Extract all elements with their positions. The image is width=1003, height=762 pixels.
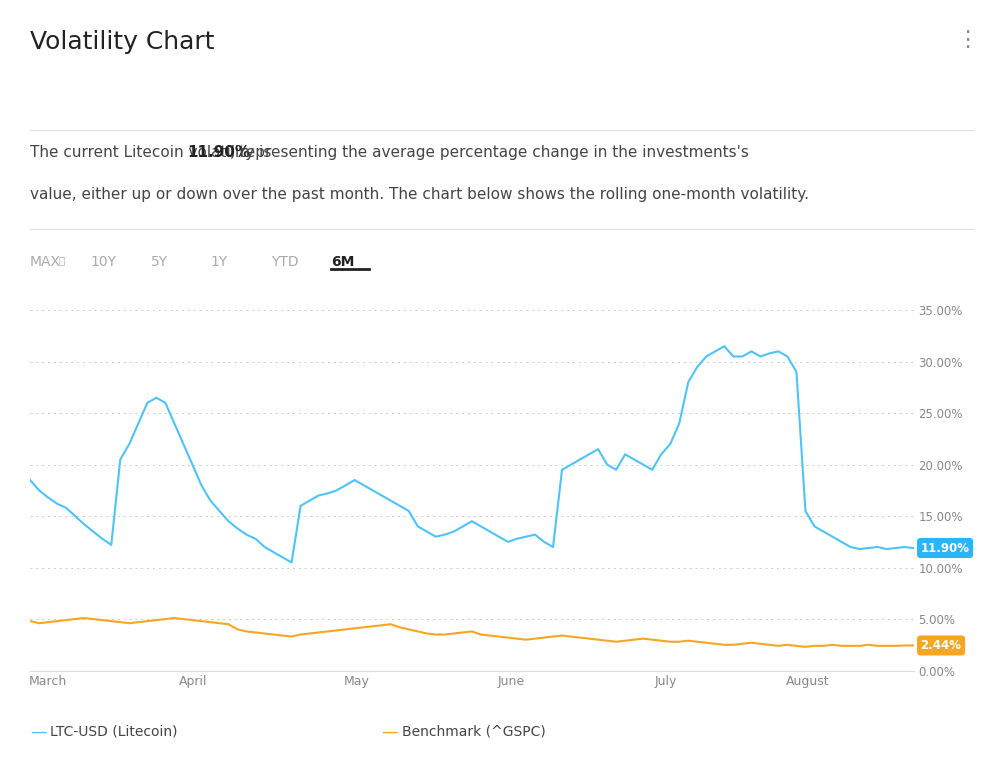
Text: LTC-USD (Litecoin): LTC-USD (Litecoin) — [50, 725, 178, 738]
Text: 5Y: 5Y — [150, 255, 168, 269]
Text: 1Y: 1Y — [211, 255, 228, 269]
Text: MAX: MAX — [30, 255, 61, 269]
Text: 🔒: 🔒 — [58, 255, 64, 265]
Text: YTD: YTD — [271, 255, 299, 269]
Text: Benchmark (^GSPC): Benchmark (^GSPC) — [401, 725, 545, 738]
Text: Volatility Chart: Volatility Chart — [30, 30, 215, 54]
Text: 10Y: 10Y — [90, 255, 116, 269]
Text: value, either up or down over the past month. The chart below shows the rolling : value, either up or down over the past m… — [30, 187, 808, 202]
Text: , representing the average percentage change in the investments's: , representing the average percentage ch… — [230, 145, 748, 160]
Text: 11.90%: 11.90% — [188, 145, 251, 160]
Text: —: — — [381, 722, 398, 741]
Text: ⋮: ⋮ — [955, 30, 977, 50]
Text: 11.90%: 11.90% — [920, 542, 969, 555]
Text: 6M: 6M — [331, 255, 354, 269]
Text: The current Litecoin volatility is: The current Litecoin volatility is — [30, 145, 276, 160]
Text: —: — — [30, 722, 47, 741]
Text: 2.44%: 2.44% — [920, 639, 961, 652]
